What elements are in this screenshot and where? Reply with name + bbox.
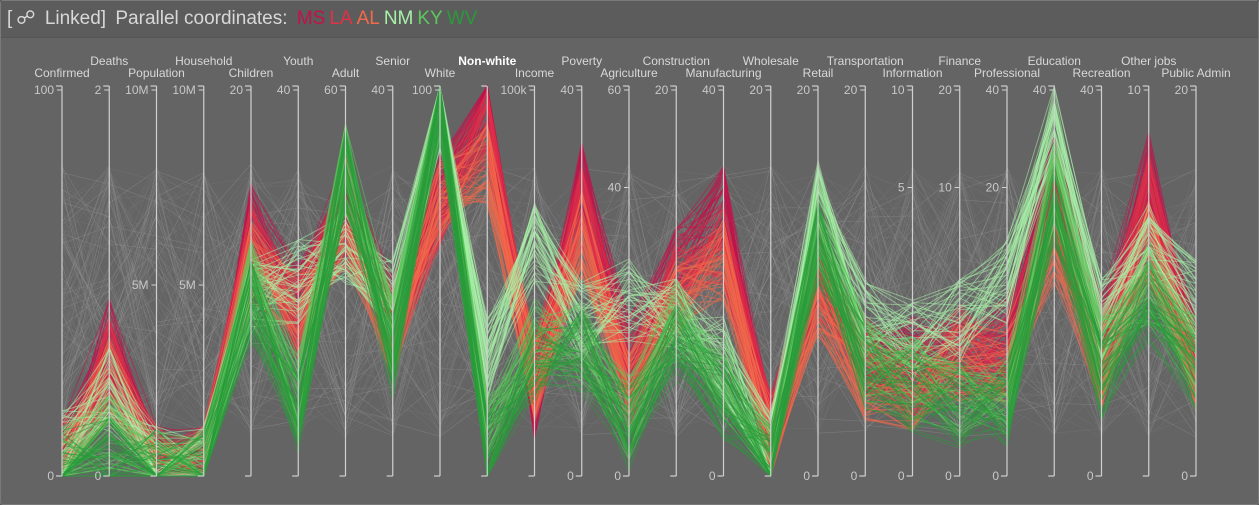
axis-label[interactable]: Non-white xyxy=(458,54,516,68)
state-ms[interactable]: MS xyxy=(296,8,326,29)
state-legend: MS LA AL NM KY WV xyxy=(297,8,482,29)
chart-title: [☍ Linked] Parallel coordinates: MS LA AL N… xyxy=(7,7,485,30)
axis-label[interactable]: Senior xyxy=(375,54,410,68)
tick-label: 5M xyxy=(179,278,196,292)
axis-label[interactable]: Children xyxy=(229,66,274,80)
tick-label: 0 xyxy=(945,469,952,483)
state-la[interactable]: LA xyxy=(329,8,353,29)
axis-label[interactable]: Wholesale xyxy=(743,54,799,68)
tick-label: 40 xyxy=(277,83,291,97)
tick-label: 60 xyxy=(608,83,622,97)
tick-label: 0 xyxy=(95,469,102,483)
state-al[interactable]: AL xyxy=(356,8,380,29)
title-text: Parallel coordinates: xyxy=(115,8,288,29)
tick-label: 20 xyxy=(844,83,858,97)
tick-label: 20 xyxy=(797,83,811,97)
axis-label[interactable]: Public Admin xyxy=(1161,66,1230,80)
tick-label: 5M xyxy=(132,278,149,292)
tick-label: 0 xyxy=(851,469,858,483)
tick-label: 0 xyxy=(898,469,905,483)
tick-label: 40 xyxy=(1033,83,1047,97)
axis-label[interactable]: Household xyxy=(175,54,232,68)
axis-label[interactable]: Manufacturing xyxy=(685,66,761,80)
axis-label[interactable]: Education xyxy=(1028,54,1081,68)
tick-label: 0 xyxy=(803,469,810,483)
axis-label[interactable]: Information xyxy=(882,66,942,80)
link-icon[interactable]: ☍ xyxy=(16,8,36,29)
state-wv[interactable]: WV xyxy=(446,8,478,29)
axis-label[interactable]: Poverty xyxy=(561,54,602,68)
tick-label: 10M xyxy=(172,83,195,97)
tick-label: 40 xyxy=(986,83,1000,97)
tick-label: 0 xyxy=(992,469,999,483)
tick-label: 100 xyxy=(34,83,54,97)
tick-label: 20 xyxy=(1175,83,1189,97)
axis-label[interactable]: Other jobs xyxy=(1121,54,1176,68)
tick-label: 2 xyxy=(95,83,102,97)
tick-label: 100k xyxy=(500,83,527,97)
tick-label: 0 xyxy=(47,469,54,483)
axis-label[interactable]: Adult xyxy=(332,66,360,80)
tick-label: 20 xyxy=(230,83,244,97)
tick-label: 10M xyxy=(125,83,148,97)
tick-label: 0 xyxy=(1181,469,1188,483)
tick-label: 10 xyxy=(1127,83,1141,97)
tick-label: 60 xyxy=(324,83,338,97)
tick-label: 10 xyxy=(891,83,905,97)
axis-label[interactable]: Population xyxy=(128,66,185,80)
tick-label: 40 xyxy=(560,83,574,97)
axis-label[interactable]: Construction xyxy=(643,54,710,68)
tick-label: 100 xyxy=(412,83,432,97)
tick-label: 40 xyxy=(371,83,385,97)
tick-label: 5 xyxy=(898,181,905,195)
tick-label: 40 xyxy=(702,83,716,97)
axis-label[interactable]: Income xyxy=(515,66,555,80)
axis-label[interactable]: Finance xyxy=(938,54,981,68)
state-nm[interactable]: NM xyxy=(383,8,414,29)
tick-label: 40 xyxy=(1080,83,1094,97)
tick-label: 0 xyxy=(1087,469,1094,483)
tick-label: 20 xyxy=(749,83,763,97)
axis-label[interactable]: Transportation xyxy=(827,54,904,68)
tick-label: 0 xyxy=(709,469,716,483)
axis-label[interactable]: Deaths xyxy=(90,54,128,68)
chart-header: [☍ Linked] Parallel coordinates: MS LA AL N… xyxy=(1,1,1258,38)
tick-label: 0 xyxy=(567,469,574,483)
state-ky[interactable]: KY xyxy=(417,8,443,29)
axis-label[interactable]: White xyxy=(425,66,456,80)
axis-label[interactable]: Agriculture xyxy=(600,66,658,80)
tick-label: 40 xyxy=(608,181,622,195)
tick-label: 0 xyxy=(614,469,621,483)
axis-label[interactable]: Professional xyxy=(974,66,1040,80)
axis-label[interactable]: Youth xyxy=(283,54,313,68)
tick-label: 20 xyxy=(938,83,952,97)
title-prefix: [ xyxy=(7,8,13,29)
tick-label: 20 xyxy=(986,181,1000,195)
tick-label: 10 xyxy=(938,181,952,195)
axis-label[interactable]: Confirmed xyxy=(34,66,89,80)
axis-label[interactable]: Retail xyxy=(803,66,834,80)
axis-label[interactable]: Recreation xyxy=(1072,66,1130,80)
tick-label: 20 xyxy=(655,83,669,97)
linked-label: Linked] xyxy=(44,8,107,29)
